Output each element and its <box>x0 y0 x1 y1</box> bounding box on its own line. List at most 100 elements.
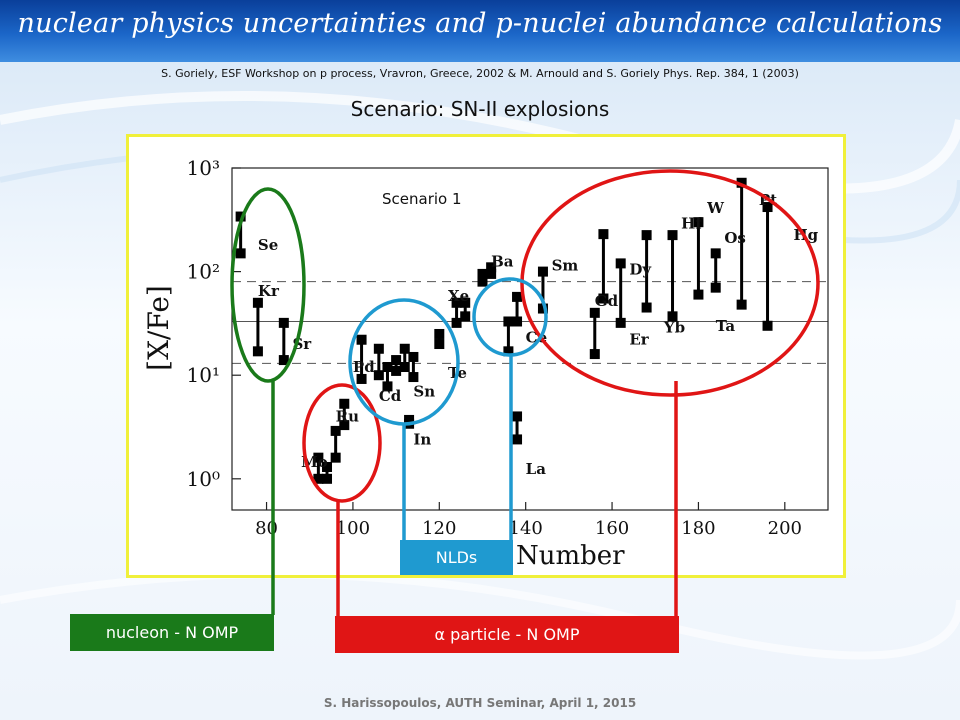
element-label-cd: Cd <box>379 387 402 405</box>
data-point-2-max <box>278 317 289 328</box>
data-point-18-min <box>486 268 497 279</box>
element-label-sm: Sm <box>552 256 579 274</box>
y-tick-label-3: 10³ <box>187 156 220 180</box>
data-point-25-min <box>615 317 626 328</box>
data-point-25-max <box>615 258 626 269</box>
data-point-10-max <box>391 355 402 366</box>
data-point-1-max <box>252 297 263 308</box>
x-tick-label-200: 200 <box>768 518 802 539</box>
data-point-24-max <box>598 229 609 240</box>
data-point-4-max <box>322 462 333 473</box>
title-banner <box>0 0 960 62</box>
data-point-3-min <box>313 473 324 484</box>
data-point-31-max <box>762 202 773 213</box>
nucleon-omp-box: nucleon - N OMP <box>70 614 274 651</box>
element-label-sn: Sn <box>413 382 435 400</box>
data-point-4-min <box>322 473 333 484</box>
data-point-23-max <box>589 307 600 318</box>
data-point-22-min <box>537 303 548 314</box>
highlight-overlays <box>230 169 820 616</box>
data-point-8-max <box>373 343 384 354</box>
data-point-28-max <box>693 217 704 228</box>
data-point-21-min <box>512 316 523 327</box>
element-label-ru: Ru <box>336 407 359 425</box>
data-point-28-min <box>693 289 704 300</box>
x-tick-label-120: 120 <box>422 518 456 539</box>
chart-title: Scenario 1 <box>382 190 462 208</box>
alpha-omp-box: α particle - N OMP <box>335 616 679 653</box>
data-point-20-min <box>512 434 523 445</box>
data-point-6-max <box>339 398 350 409</box>
plot-area <box>231 167 829 511</box>
element-label-ta: Ta <box>716 317 736 335</box>
data-point-18-max <box>486 262 497 273</box>
nld-box: NLDs <box>400 540 513 575</box>
data-point-30-max <box>736 177 747 188</box>
element-label-pd: Pd <box>353 358 375 376</box>
element-label-dy: Dy <box>629 260 652 278</box>
slide-title: nuclear physics uncertainties and p-nucl… <box>17 8 943 39</box>
data-point-19-max <box>503 316 514 327</box>
data-point-5-max <box>330 425 341 436</box>
element-label-w: W <box>706 199 725 217</box>
data-point-29-min <box>710 282 721 293</box>
data-point-0-min <box>235 248 246 259</box>
data-point-20-max <box>512 411 523 422</box>
x-tick-label-140: 140 <box>509 518 543 539</box>
data-point-27-min <box>667 311 678 322</box>
data-point-13-max <box>404 414 415 425</box>
data-point-11-min <box>399 362 410 373</box>
data-point-5-min <box>330 452 341 463</box>
element-label-in: In <box>413 430 431 448</box>
data-point-11-max <box>399 343 410 354</box>
data-point-17-max <box>477 268 488 279</box>
x-tick-label-180: 180 <box>681 518 715 539</box>
data-point-31-min <box>762 320 773 331</box>
data-point-14-min <box>434 339 445 350</box>
data-point-23-min <box>589 349 600 360</box>
data-point-16-max <box>460 297 471 308</box>
x-tick-label-160: 160 <box>595 518 629 539</box>
element-label-se: Se <box>258 236 278 254</box>
y-tick-label-2: 10² <box>187 260 220 284</box>
data-point-3-max <box>313 452 324 463</box>
data-point-24-min <box>598 293 609 304</box>
data-point-1-min <box>252 346 263 357</box>
data-point-12-max <box>408 351 419 362</box>
data-point-22-max <box>537 266 548 277</box>
data-point-7-min <box>356 373 367 384</box>
data-point-19-min <box>503 346 514 357</box>
data-point-15-max <box>451 297 462 308</box>
chart-marks <box>235 177 773 484</box>
nucleon-ellipse <box>230 187 306 383</box>
element-label-yb: Yb <box>663 318 685 336</box>
slide-footer: S. Harissopoulos, AUTH Seminar, April 1,… <box>323 696 637 710</box>
x-axis-label: Number <box>516 541 625 571</box>
alpha-ellipse-heavy <box>520 169 820 397</box>
data-point-21-max <box>512 291 523 302</box>
data-point-27-max <box>667 230 678 241</box>
y-tick-label-1: 10¹ <box>187 363 220 387</box>
element-label-hf: Hf <box>681 215 703 233</box>
element-label-ba: Ba <box>491 253 514 271</box>
y-axis-label: [X/Fe] <box>142 285 175 371</box>
data-point-2-min <box>278 355 289 366</box>
element-label-gd: Gd <box>595 292 619 310</box>
data-point-8-min <box>373 370 384 381</box>
element-label-la: La <box>526 460 547 478</box>
element-label-os: Os <box>724 229 746 247</box>
data-point-26-max <box>641 230 652 241</box>
data-point-16-min <box>460 311 471 322</box>
data-point-6-min <box>339 420 350 431</box>
data-point-29-max <box>710 248 721 259</box>
data-point-10-min <box>391 365 402 376</box>
alpha-ellipse-mo-ru <box>302 383 382 503</box>
scenario-label: Scenario: SN-II explosions <box>350 97 610 121</box>
data-point-0-max <box>235 211 246 222</box>
data-point-26-min <box>641 302 652 313</box>
element-label-er: Er <box>629 331 649 349</box>
data-point-30-min <box>736 299 747 310</box>
x-tick-label-100: 100 <box>336 518 370 539</box>
